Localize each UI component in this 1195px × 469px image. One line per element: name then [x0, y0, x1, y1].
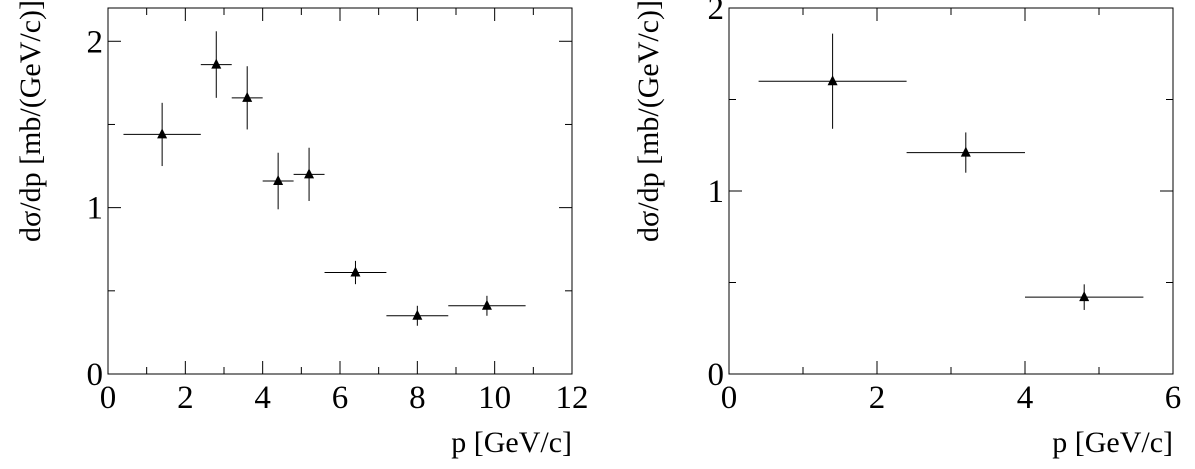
data-point-triangle — [242, 91, 253, 102]
x-tick-label: 0 — [721, 380, 738, 416]
x-axis-label: p [GeV/c] — [451, 426, 572, 459]
x-tick-label: 6 — [1165, 380, 1182, 416]
data-point-triangle — [481, 299, 492, 310]
y-axis-label: dσ/dp [mb/(GeV/c)] — [14, 0, 47, 242]
data-point-triangle — [412, 309, 423, 320]
data-point-triangle — [350, 266, 361, 277]
data-point-triangle — [211, 58, 222, 69]
x-tick-label: 2 — [869, 380, 886, 416]
data-point-triangle — [1079, 291, 1090, 302]
plot-frame — [728, 7, 1174, 375]
y-tick-label: 2 — [708, 0, 725, 27]
y-tick-label: 0 — [708, 357, 725, 393]
y-axis-label: dσ/dp [mb/(GeV/c)] — [632, 0, 665, 242]
x-tick-label: 6 — [332, 380, 349, 416]
plot-frame — [107, 7, 573, 375]
x-tick-label: 4 — [1017, 380, 1034, 416]
x-tick-label: 10 — [478, 380, 511, 416]
data-point-triangle — [157, 128, 168, 139]
right-chart-panel: 0 2 4 6 0 1 2 p [GeV/c] dσ/dp [mb/(GeV/c)] — [632, 0, 1181, 459]
x-axis-label: p [GeV/c] — [1052, 426, 1173, 459]
data-point-triangle — [304, 168, 315, 179]
x-tick-label: 8 — [409, 380, 426, 416]
x-tick-label: 2 — [177, 380, 194, 416]
y-tick-label: 1 — [87, 191, 104, 227]
x-tick-label: 12 — [556, 380, 589, 416]
y-tick-label: 0 — [87, 357, 104, 393]
x-tick-label: 0 — [100, 380, 117, 416]
y-tick-label: 1 — [708, 174, 725, 210]
x-tick-label: 4 — [254, 380, 271, 416]
y-tick-label: 2 — [87, 24, 104, 60]
data-point-triangle — [960, 146, 971, 157]
data-point-triangle — [273, 175, 284, 186]
data-point-triangle — [827, 75, 838, 86]
